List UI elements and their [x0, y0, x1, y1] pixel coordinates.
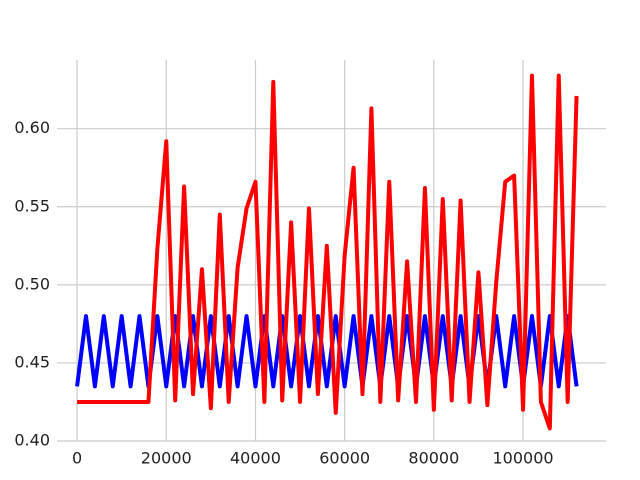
y-tick-label: 0.50 [14, 274, 50, 293]
y-tick-label: 0.40 [14, 431, 50, 450]
x-tick-label: 20000 [141, 449, 192, 468]
x-tick-label: 60000 [319, 449, 370, 468]
data-line [77, 73, 579, 431]
y-tick-label: 0.60 [14, 118, 50, 137]
x-tick-label: 100000 [493, 449, 554, 468]
y-tick-label: 0.55 [14, 196, 50, 215]
x-tick-label: 0 [72, 449, 82, 468]
x-tick-label: 40000 [230, 449, 281, 468]
y-tick-label: 0.45 [14, 352, 50, 371]
x-tick-label: 80000 [408, 449, 459, 468]
